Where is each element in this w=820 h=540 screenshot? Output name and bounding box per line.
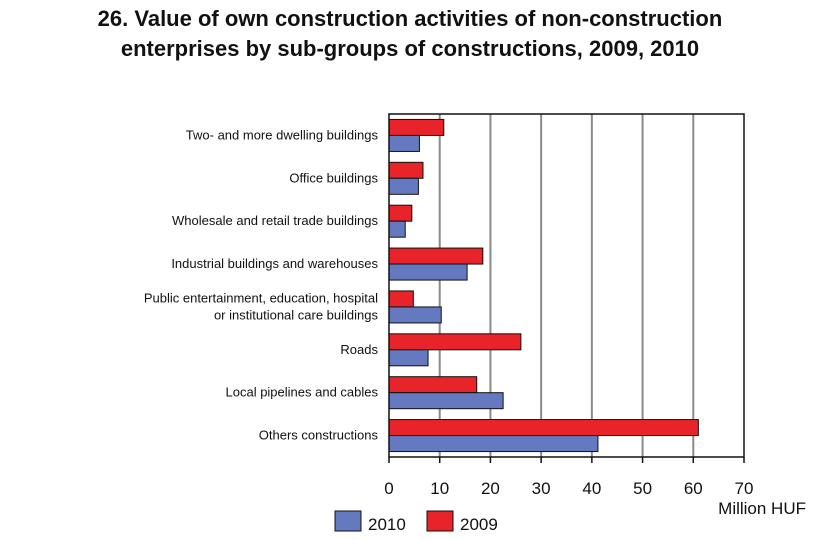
category-label-2: Wholesale and retail trade buildings [172,213,378,228]
category-label-7: Others constructions [259,428,379,443]
bar-2009-6 [388,376,478,394]
legend-swatch-2009 [426,510,454,532]
x-tick-label-40: 40 [582,479,601,498]
x-tick-label-20: 20 [481,479,500,498]
x-tick-label-70: 70 [735,479,754,498]
bar-2009-0 [388,118,445,136]
legend-label-2010: 2010 [368,515,406,534]
bar-2009-7 [388,419,699,437]
bar-2009-4 [388,290,414,308]
category-label-4-0: Public entertainment, education, hospita… [144,290,378,305]
legend-swatch-2010 [334,510,362,532]
plot-frame [388,113,745,458]
bar-2010-3 [388,263,468,281]
category-label-6: Local pipelines and cables [226,385,379,400]
bar-2009-1 [388,161,424,179]
category-label-0: Two- and more dwelling buildings [186,127,379,142]
x-tick-label-30: 30 [532,479,551,498]
bar-2010-0 [388,134,420,152]
chart-title-line-2: enterprises by sub-groups of constructio… [120,36,700,61]
category-label-5: Roads [340,342,378,357]
bar-2009-2 [388,204,413,222]
category-label-3: Industrial buildings and warehouses [171,256,378,271]
chart-title-line-1: 26. Value of own construction activities… [97,6,723,31]
bar-2010-4 [388,306,442,324]
bar-2010-1 [388,177,419,195]
bar-2010-6 [388,392,504,410]
legend-label-2009: 2009 [460,515,498,534]
category-label-1: Office buildings [289,170,378,185]
chart-title: 26. Value of own construction activities… [0,4,820,64]
bar-2009-3 [388,247,484,265]
bar-2010-7 [388,435,599,453]
x-tick-label-50: 50 [633,479,652,498]
x-tick-label-10: 10 [430,479,449,498]
x-axis-unit-label: Million HUF [718,499,806,518]
bar-2010-2 [388,220,406,238]
bar-2010-5 [388,349,429,367]
x-tick-label-60: 60 [684,479,703,498]
bar-2009-5 [388,333,522,351]
category-label-4-1: or institutional care buildings [214,307,379,322]
x-tick-label-0: 0 [384,479,393,498]
